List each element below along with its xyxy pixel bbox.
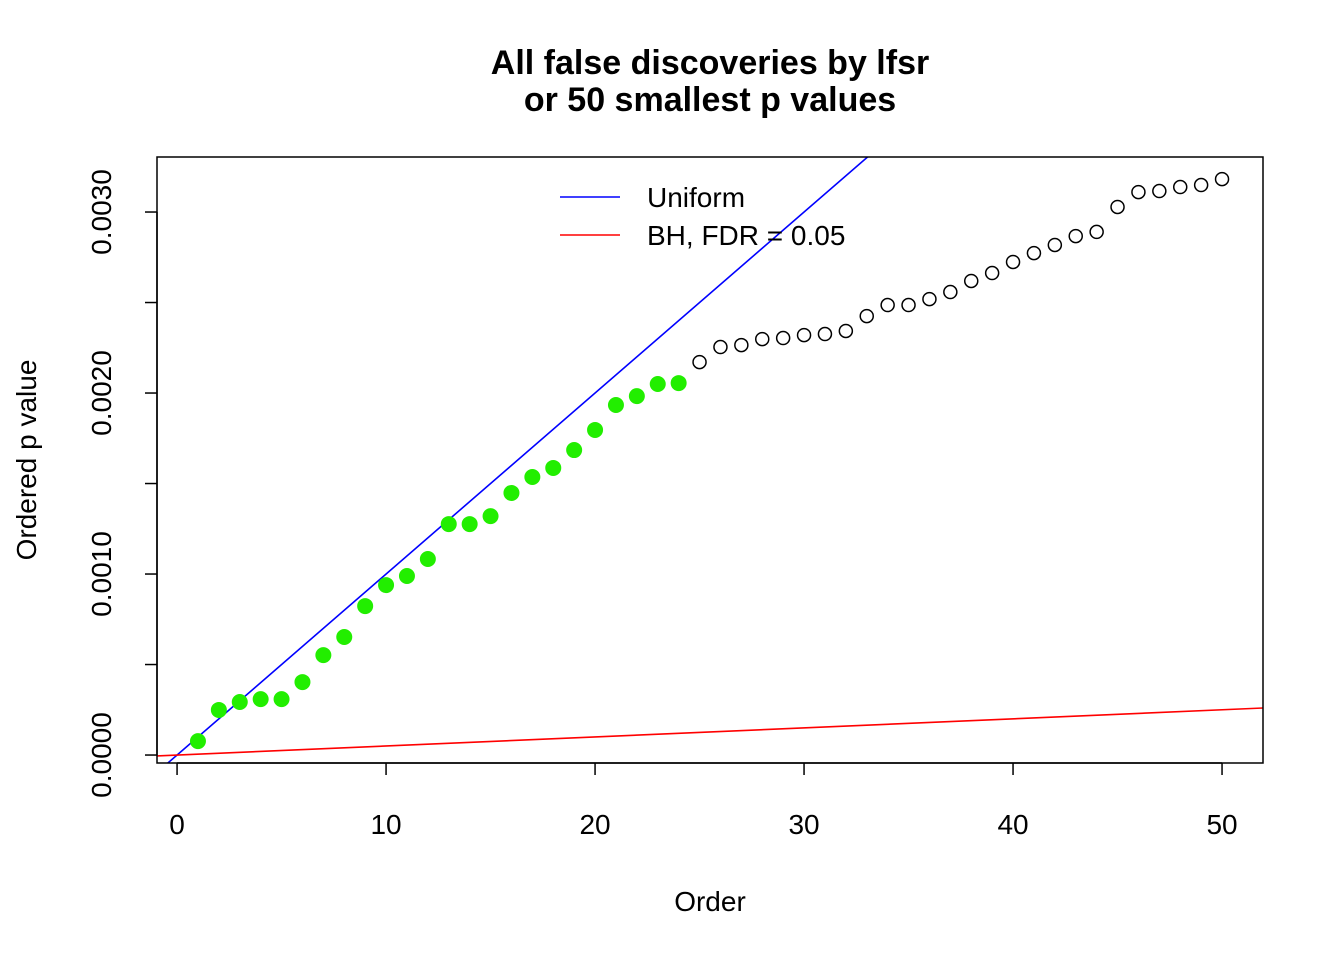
x-tick-label: 40 <box>997 809 1028 840</box>
data-point <box>754 331 770 347</box>
discovery-point <box>649 375 666 392</box>
y-tick-label: 0.0000 <box>86 712 117 798</box>
data-point <box>1110 199 1125 215</box>
data-point <box>775 330 791 346</box>
discovery-point <box>670 375 687 392</box>
y-tick-label: 0.0020 <box>86 350 117 436</box>
discovery-point <box>607 396 624 413</box>
data-point <box>796 327 812 343</box>
discovery-point <box>231 694 248 711</box>
data-point <box>713 339 728 355</box>
discovery-point <box>566 442 583 459</box>
data-point <box>859 308 874 324</box>
x-tick-label: 30 <box>788 809 819 840</box>
data-point <box>1047 237 1063 253</box>
data-point <box>943 284 958 300</box>
discovery-point <box>273 691 290 708</box>
data-point <box>922 291 937 307</box>
legend-label: Uniform <box>647 182 745 213</box>
discovery-point <box>315 647 332 664</box>
discovery-point <box>210 701 227 718</box>
data-point <box>817 326 833 342</box>
discovery-point <box>440 516 457 533</box>
discovery-point <box>524 469 541 486</box>
data-point <box>984 265 1000 281</box>
discovery-point <box>378 577 395 594</box>
y-tick-label: 0.0010 <box>86 531 117 617</box>
data-point <box>734 337 749 353</box>
data-point <box>1068 228 1083 244</box>
y-tick-label: 0.0030 <box>86 169 117 255</box>
discovery-point <box>398 568 415 585</box>
x-tick-label: 50 <box>1206 809 1237 840</box>
data-point <box>1193 177 1209 193</box>
x-tick-label: 0 <box>169 809 185 840</box>
data-point <box>1214 171 1230 187</box>
data-point <box>963 273 979 289</box>
discovery-point <box>628 388 645 405</box>
discovery-point <box>336 629 353 646</box>
data-point <box>1131 184 1146 200</box>
discovery-point <box>357 598 374 615</box>
discovery-point <box>482 508 499 525</box>
legend-label: BH, FDR = 0.05 <box>647 220 845 251</box>
data-point <box>1089 224 1104 240</box>
discovery-point <box>545 459 562 476</box>
x-tick-label: 10 <box>370 809 401 840</box>
reference-line-0 <box>166 157 869 763</box>
chart-title-line2: or 50 smallest p values <box>524 81 896 119</box>
data-point <box>838 323 854 339</box>
x-tick-label: 20 <box>579 809 610 840</box>
x-axis-label: Order <box>674 886 746 917</box>
chart-title-line1: All false discoveries by lfsr <box>491 44 929 82</box>
legend: Uniform BH, FDR = 0.05 <box>560 182 845 251</box>
reference-line-1 <box>157 707 1263 757</box>
y-axis-label: Ordered p value <box>11 360 42 561</box>
discovery-point <box>419 551 436 568</box>
data-point <box>692 354 707 370</box>
data-point <box>1172 179 1188 195</box>
discovery-point <box>189 733 206 750</box>
discovery-point <box>587 421 604 438</box>
discovery-point <box>252 691 269 708</box>
discovery-point <box>294 674 311 691</box>
data-point <box>1026 245 1042 261</box>
discovery-point <box>503 484 520 501</box>
discovery-point <box>461 516 478 533</box>
data-point <box>880 297 895 313</box>
data-point <box>1152 183 1167 199</box>
data-point <box>901 297 916 313</box>
data-point <box>1005 254 1021 270</box>
